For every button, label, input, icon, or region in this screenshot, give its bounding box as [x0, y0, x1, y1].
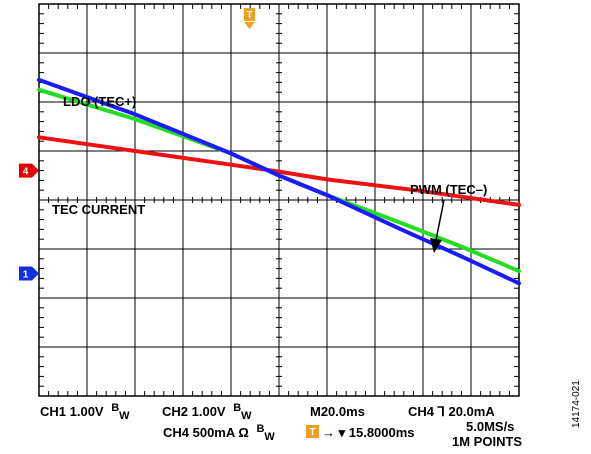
channel-1-marker: 1: [19, 266, 39, 281]
annotation-tec-current: TEC CURRENT: [52, 202, 145, 217]
waveform-traces: [37, 77, 521, 286]
status-record-length: 1M POINTS: [452, 434, 522, 449]
svg-text:→ ▾ 15.8000ms: → ▾ 15.8000ms: [322, 425, 415, 440]
svg-text:T: T: [246, 10, 252, 21]
graticule: [38, 3, 520, 397]
channel-marker-box: [19, 163, 32, 178]
channel-marker-label: 1: [23, 270, 29, 281]
channel-marker-box: [19, 266, 32, 281]
trace-tec-current: [37, 135, 521, 207]
channel-marker-arrow: [32, 266, 39, 281]
status-timebase: M20.0ms: [310, 404, 365, 419]
status-ch2: CH2 1.00V BW: [162, 402, 252, 422]
status-sample-rate: 5.0MS/s: [466, 419, 514, 434]
svg-text:T: T: [309, 427, 315, 438]
status-ch1: CH1 1.00V BW: [40, 402, 130, 422]
status-trigger-position: T → ▾ 15.8000ms: [306, 425, 415, 440]
annotation-pwm-tec-minus: PWM (TEC–): [410, 182, 487, 197]
trigger-position-marker: T: [244, 8, 255, 29]
channel-marker-arrow: [32, 163, 39, 178]
figure-id: 14174-021: [571, 380, 582, 428]
trace-ldo-tec-plus: [37, 77, 521, 286]
status-ch4: CH4 500mA Ω BW: [163, 423, 275, 443]
status-trigger: CH4 ⅂ 20.0mA: [408, 404, 495, 419]
channel-4-marker: 4: [19, 163, 39, 178]
channel-marker-label: 4: [23, 167, 29, 178]
annotation-arrow: [430, 199, 445, 253]
annotation-ldo-tec-plus: LDO (TEC+): [63, 94, 136, 109]
